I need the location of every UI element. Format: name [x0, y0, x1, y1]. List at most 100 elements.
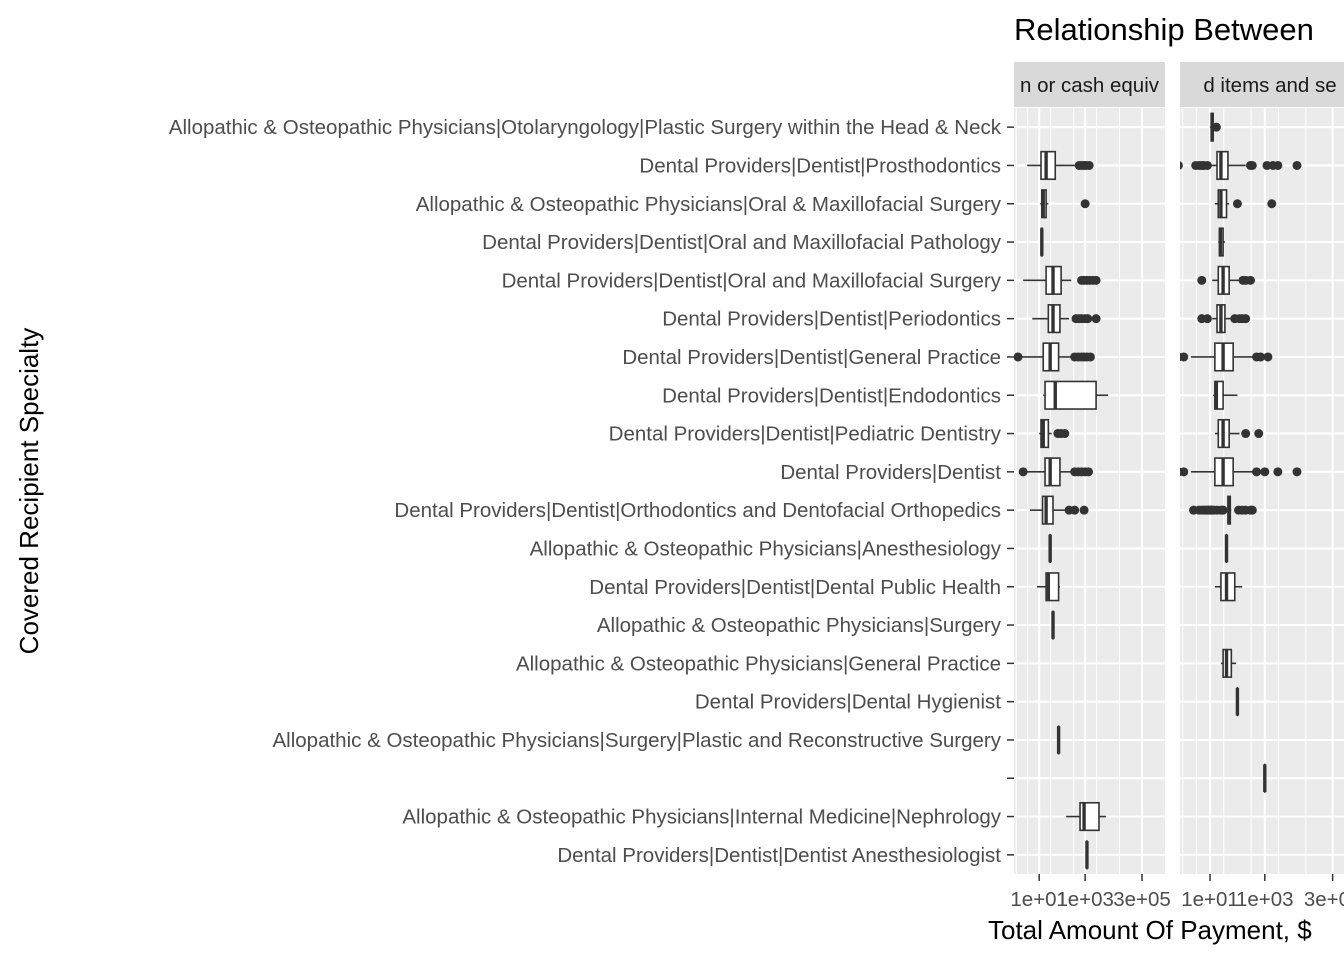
outlier-point — [1241, 314, 1251, 324]
boxplot — [1030, 495, 1089, 525]
x-tick-label: 3e+05 — [1304, 888, 1344, 911]
box-iqr — [1044, 380, 1097, 410]
outlier-point — [1018, 467, 1028, 477]
outlier-point — [1211, 122, 1221, 132]
outlier-point — [1247, 505, 1257, 515]
x-tick-label: 1e+01 — [1010, 888, 1068, 911]
outlier-point — [1197, 275, 1207, 285]
outlier-point — [1083, 467, 1093, 477]
boxplot — [1213, 380, 1238, 410]
category-label: Allopathic & Osteopathic Physicians|Inte… — [402, 806, 1001, 829]
boxplot — [1018, 457, 1093, 487]
outlier-point — [1083, 314, 1093, 324]
category-label: Dental Providers|Dentist|Prosthodontics — [639, 154, 1001, 177]
boxplot — [1210, 112, 1221, 142]
strip-label: n or cash equiv — [1020, 74, 1160, 97]
boxplot — [1180, 150, 1302, 181]
outlier-point — [1080, 199, 1090, 209]
outlier-point — [1252, 467, 1262, 477]
boxplot — [1180, 342, 1273, 372]
x-axis-title: Total Amount Of Payment, $ — [988, 915, 1312, 945]
category-label: Allopathic & Osteopathic Physicians|Oral… — [416, 193, 1002, 216]
category-label: Allopathic & Osteopathic Physicians|Anes… — [530, 537, 1002, 560]
boxplot — [1066, 801, 1106, 832]
outlier-point — [1232, 199, 1242, 209]
boxplot — [1220, 648, 1237, 678]
outlier-point — [1247, 160, 1257, 170]
category-label: Dental Providers|Dental Hygienist — [695, 691, 1001, 714]
boxplot — [1214, 189, 1277, 219]
x-tick-label: 3e+05 — [1113, 888, 1171, 911]
category-label: Allopathic & Osteopathic Physicians|Surg… — [597, 614, 1002, 637]
category-label: Allopathic & Osteopathic Physicians|Otol… — [169, 116, 1002, 139]
outlier-point — [1273, 467, 1283, 477]
category-label: Dental Providers|Dentist|Periodontics — [662, 308, 1001, 331]
boxplot — [1218, 227, 1225, 257]
boxplot — [1189, 495, 1257, 525]
boxplot — [1027, 150, 1094, 181]
boxplot — [1197, 304, 1251, 334]
outlier-point — [1180, 352, 1189, 362]
boxplot — [1014, 342, 1095, 372]
outlier-point — [1263, 352, 1273, 362]
outlier-point — [1014, 352, 1023, 362]
boxplot — [1180, 457, 1302, 487]
box-iqr — [1044, 457, 1061, 487]
strip-background — [1180, 62, 1344, 107]
outlier-point — [1091, 275, 1101, 285]
outlier-point — [1218, 505, 1228, 515]
boxplot — [1023, 265, 1101, 295]
category-label: Dental Providers|Dentist|Orthodontics an… — [394, 499, 1001, 522]
outlier-point — [1260, 467, 1270, 477]
boxplot — [1197, 265, 1255, 295]
category-label: Allopathic & Osteopathic Physicians|Surg… — [273, 729, 1002, 752]
outlier-point — [1273, 160, 1283, 170]
category-label: Allopathic & Osteopathic Physicians|Gene… — [516, 652, 1001, 675]
category-label: Dental Providers|Dentist|Oral and Maxill… — [502, 269, 1002, 292]
boxplot — [1214, 572, 1243, 602]
strip-background — [1014, 62, 1165, 107]
strip-label: d items and se — [1203, 74, 1336, 97]
outlier-point — [1084, 160, 1094, 170]
outlier-point — [1180, 467, 1189, 477]
x-tick-label: 1e+03 — [1056, 888, 1114, 911]
outlier-point — [1070, 505, 1080, 515]
y-axis-title: Covered Recipient Specialty — [14, 328, 44, 655]
category-label: Dental Providers|Dentist|Dentist Anesthe… — [557, 844, 1001, 867]
outlier-point — [1245, 275, 1255, 285]
x-tick-label: 1e+03 — [1236, 888, 1294, 911]
boxplot — [1032, 304, 1101, 334]
box-iqr — [1040, 150, 1057, 181]
x-tick-label: 1e+01 — [1181, 888, 1239, 911]
chart-title: Relationship Between — [1014, 12, 1314, 47]
outlier-point — [1060, 429, 1070, 439]
panel-background — [1180, 108, 1344, 874]
boxplot — [1039, 418, 1070, 449]
category-label: Dental Providers|Dentist — [780, 461, 1001, 484]
category-label: Dental Providers|Dentist|Oral and Maxill… — [482, 231, 1002, 254]
outlier-point — [1202, 160, 1212, 170]
outlier-point — [1254, 429, 1264, 439]
boxplot — [1214, 418, 1264, 449]
outlier-point — [1256, 352, 1266, 362]
boxplot — [1043, 380, 1109, 410]
outlier-point — [1085, 352, 1095, 362]
outlier-point — [1292, 467, 1302, 477]
outlier-point — [1267, 199, 1277, 209]
category-label: Dental Providers|Dentist|Dental Public H… — [589, 576, 1001, 599]
category-label: Dental Providers|Dentist|Pediatric Denti… — [609, 423, 1002, 446]
boxplot — [1036, 572, 1060, 602]
outlier-point — [1292, 160, 1302, 170]
outlier-point — [1091, 314, 1101, 324]
panel-clip-group: d items and se — [1180, 62, 1344, 874]
boxplot — [1040, 189, 1090, 219]
outlier-point — [1180, 161, 1183, 170]
category-labels: Allopathic & Osteopathic Physicians|Otol… — [169, 116, 1014, 867]
category-label: Dental Providers|Dentist|Endodontics — [662, 384, 1001, 407]
